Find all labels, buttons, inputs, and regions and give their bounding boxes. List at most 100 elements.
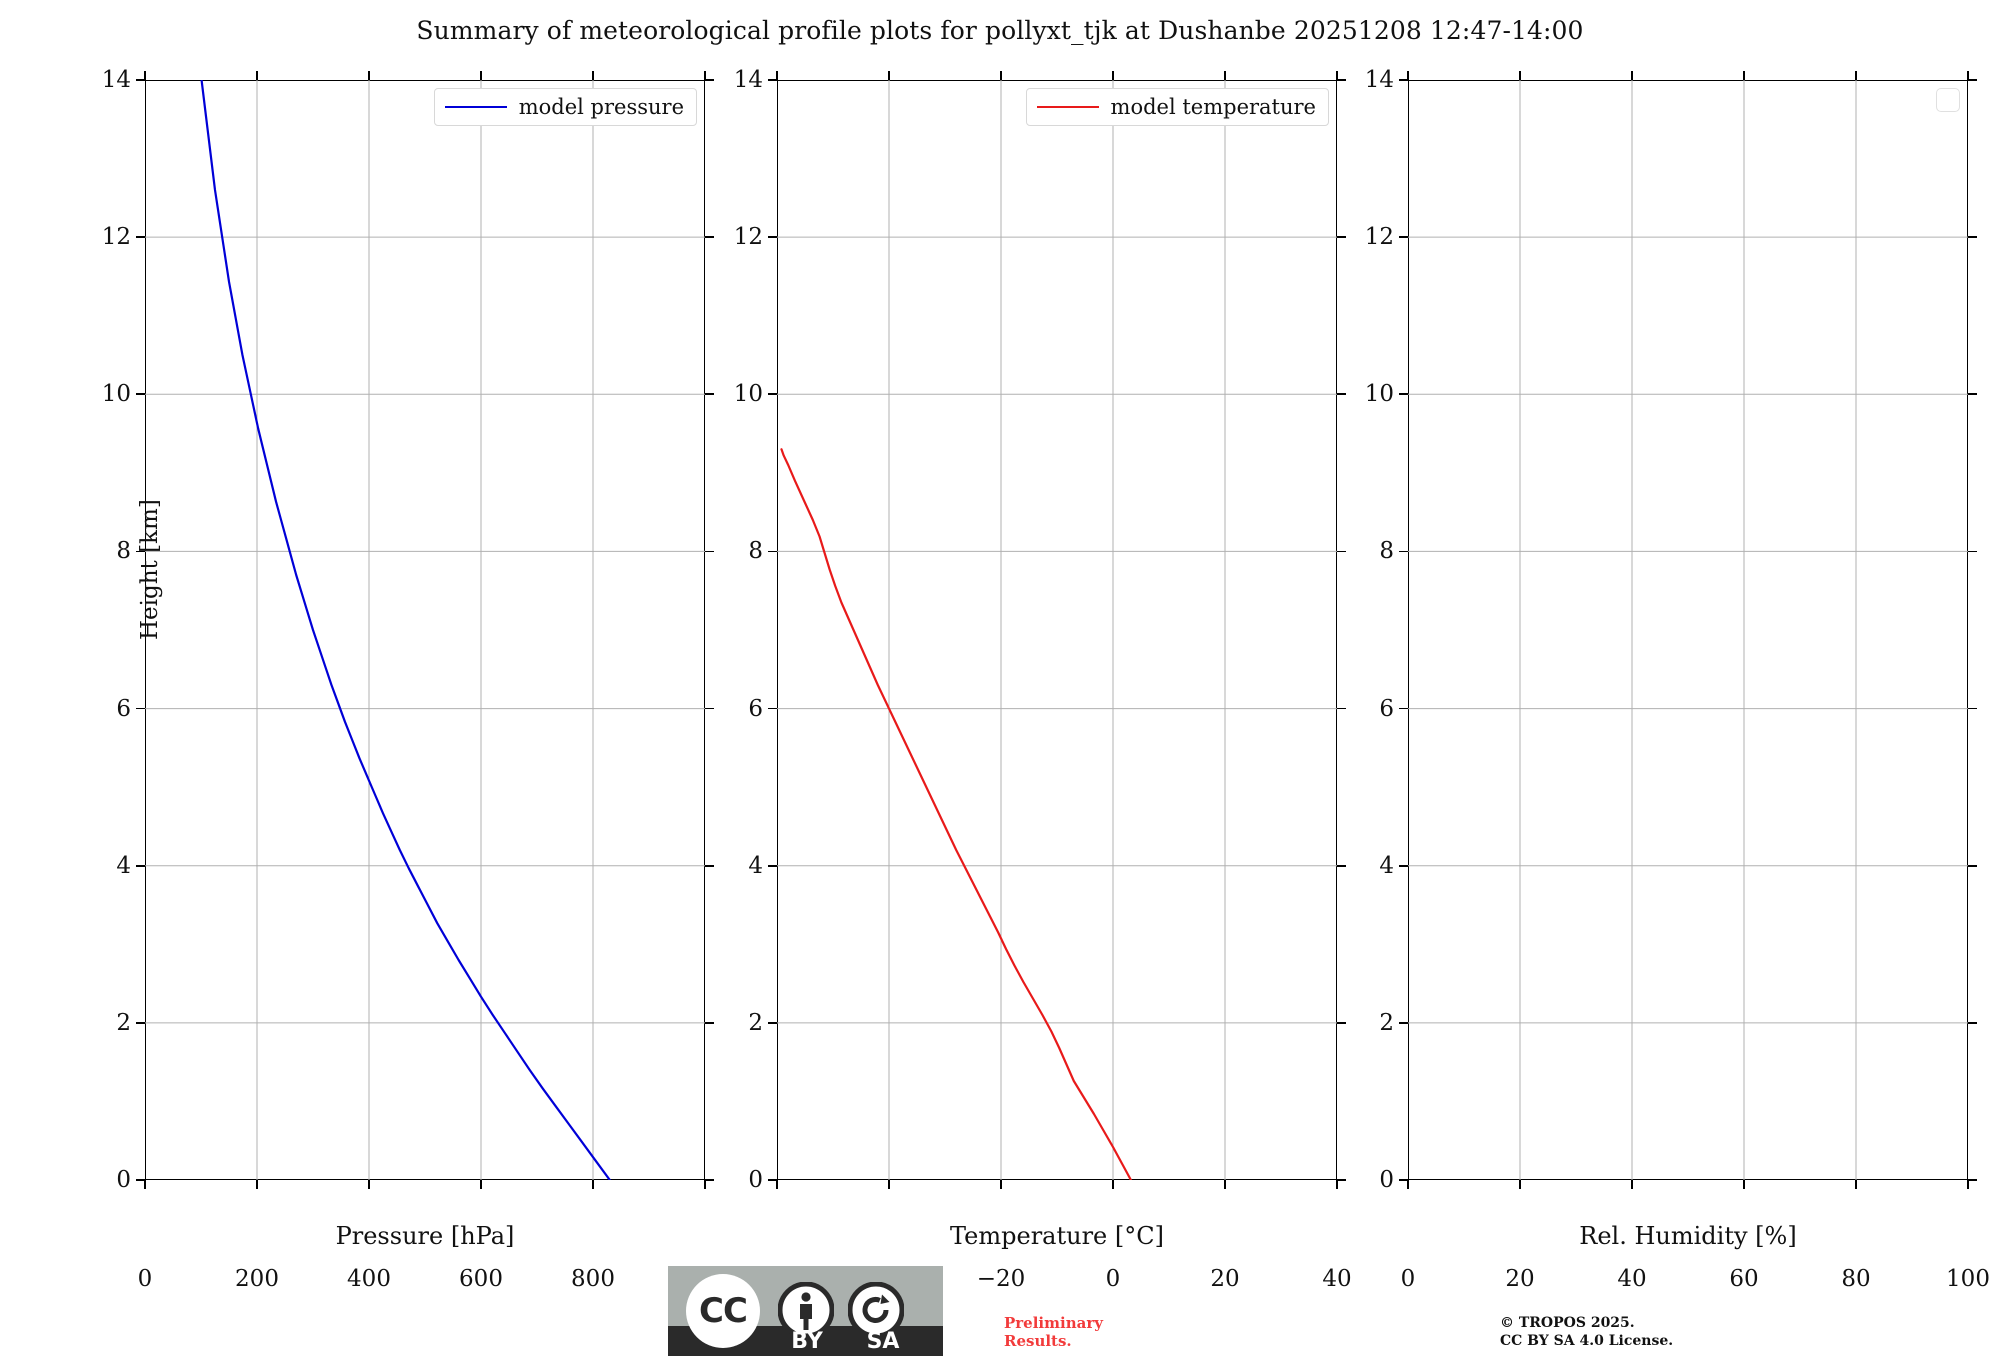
cc-license-badge[interactable]: CC BY SA <box>668 1266 943 1356</box>
y-tick-mark <box>705 550 714 553</box>
x-tick-mark <box>1112 1180 1114 1189</box>
x-tick-label: 400 <box>347 1266 391 1292</box>
y-tick-mark <box>1968 707 1977 710</box>
x-tick-label: 20 <box>1505 1266 1535 1292</box>
x-tick-mark <box>368 1180 370 1189</box>
x-tick-mark <box>592 1180 594 1189</box>
y-tick-mark <box>705 864 714 867</box>
y-tick-mark <box>768 1021 777 1024</box>
y-tick-mark <box>1399 1021 1408 1024</box>
x-tick-mark <box>1336 1180 1338 1189</box>
y-tick-mark <box>1399 864 1408 867</box>
y-tick-mark <box>136 1179 145 1181</box>
y-tick-mark <box>1337 393 1346 396</box>
cc-by-label: BY <box>791 1328 823 1354</box>
x-tick-mark <box>1224 1180 1226 1189</box>
legend-temperature[interactable]: model temperature <box>1025 88 1329 126</box>
y-tick-mark <box>768 393 777 396</box>
y-tick-mark <box>136 79 145 81</box>
y-tick-label: 6 <box>1379 695 1394 722</box>
x-tick-mark <box>1112 71 1114 80</box>
cc-sa-label: SA <box>866 1328 900 1354</box>
y-tick-mark <box>768 236 777 239</box>
y-tick-label: 4 <box>1379 852 1394 879</box>
y-tick-mark <box>768 707 777 710</box>
cc-logo-circle <box>686 1274 760 1348</box>
y-tick-label: 4 <box>748 852 763 879</box>
x-tick-mark <box>888 1180 890 1189</box>
legend-line-pressure <box>444 106 507 108</box>
x-tick-mark <box>1967 1180 1969 1189</box>
y-tick-label: 14 <box>101 67 131 93</box>
pressure-plot-area <box>145 80 705 1180</box>
x-tick-mark <box>1743 1180 1745 1189</box>
legend-humidity[interactable] <box>1936 88 1960 112</box>
y-tick-mark <box>136 1021 145 1024</box>
x-tick-mark <box>592 71 594 80</box>
x-tick-label: 0 <box>1400 1266 1416 1292</box>
legend-pressure[interactable]: model pressure <box>433 88 697 126</box>
x-tick-label: 0 <box>137 1266 153 1292</box>
x-tick-mark <box>256 1180 258 1189</box>
y-tick-mark <box>1399 707 1408 710</box>
x-tick-label: 80 <box>1841 1266 1871 1292</box>
share-alike-icon <box>848 1282 904 1338</box>
x-tick-label: 0 <box>1105 1266 1121 1292</box>
y-tick-label: 4 <box>116 852 131 879</box>
x-tick-label: 20 <box>1210 1266 1240 1292</box>
x-tick-mark <box>1743 71 1745 80</box>
y-tick-mark <box>1399 550 1408 553</box>
x-axis-label-temperature: Temperature [°C] <box>950 1222 1164 1250</box>
x-tick-mark <box>256 71 258 80</box>
y-tick-label: 8 <box>748 538 763 565</box>
legend-line-temperature <box>1036 106 1099 108</box>
x-tick-mark <box>776 1180 778 1189</box>
copyright-line-2: CC BY SA 4.0 License. <box>1500 1333 1674 1349</box>
y-tick-mark <box>1337 1179 1346 1181</box>
x-tick-mark <box>888 71 890 80</box>
y-tick-label: 6 <box>748 695 763 722</box>
y-tick-mark <box>1337 1021 1346 1024</box>
x-tick-mark <box>144 71 146 80</box>
y-tick-mark <box>1399 79 1408 81</box>
y-tick-mark <box>136 393 145 396</box>
x-tick-label: 200 <box>235 1266 279 1292</box>
x-tick-label: −20 <box>976 1266 1026 1292</box>
panel-humidity: Rel. Humidity [%] 0 2 4 6 8 10 12 14 0 20 40 60 80 10… <box>1365 67 1990 1292</box>
x-tick-mark <box>480 1180 482 1189</box>
y-tick-mark <box>705 1179 714 1181</box>
y-tick-mark <box>1968 1021 1977 1024</box>
y-tick-label: 10 <box>733 381 763 408</box>
y-tick-mark <box>768 864 777 867</box>
y-tick-label: 8 <box>116 538 131 565</box>
y-tick-mark <box>1337 236 1346 239</box>
y-tick-label: 12 <box>101 224 131 251</box>
x-tick-label: 60 <box>1729 1266 1759 1292</box>
y-tick-mark <box>1968 236 1977 239</box>
y-tick-mark <box>136 550 145 553</box>
y-tick-mark <box>1968 393 1977 396</box>
y-tick-label: 2 <box>116 1009 131 1036</box>
y-tick-mark <box>768 79 777 81</box>
y-tick-mark <box>1337 707 1346 710</box>
copyright-line-1: © TROPOS 2025. <box>1500 1315 1635 1331</box>
x-tick-mark <box>144 1180 146 1189</box>
panel-pressure-frame <box>145 80 705 1180</box>
y-tick-label: 12 <box>733 224 763 251</box>
x-tick-mark <box>1519 71 1521 80</box>
panel-temperature: model temperature Temperature [°C] 0 2 4 6 8… <box>734 67 1352 1292</box>
y-tick-label: 0 <box>748 1167 763 1193</box>
x-axis-label-pressure: Pressure [hPa] <box>335 1222 515 1250</box>
y-tick-mark <box>136 707 145 710</box>
y-tick-mark <box>1968 1179 1977 1181</box>
x-tick-label: 600 <box>459 1266 503 1292</box>
y-tick-label: 6 <box>116 695 131 722</box>
x-tick-mark <box>1855 71 1857 80</box>
y-tick-mark <box>705 79 714 81</box>
x-tick-mark <box>1407 71 1409 80</box>
x-tick-mark <box>704 71 706 80</box>
y-tick-mark <box>136 236 145 239</box>
preliminary-line-1: Preliminary <box>1004 1314 1103 1332</box>
figure-title: Summary of meteorological profile plots … <box>416 16 1584 45</box>
